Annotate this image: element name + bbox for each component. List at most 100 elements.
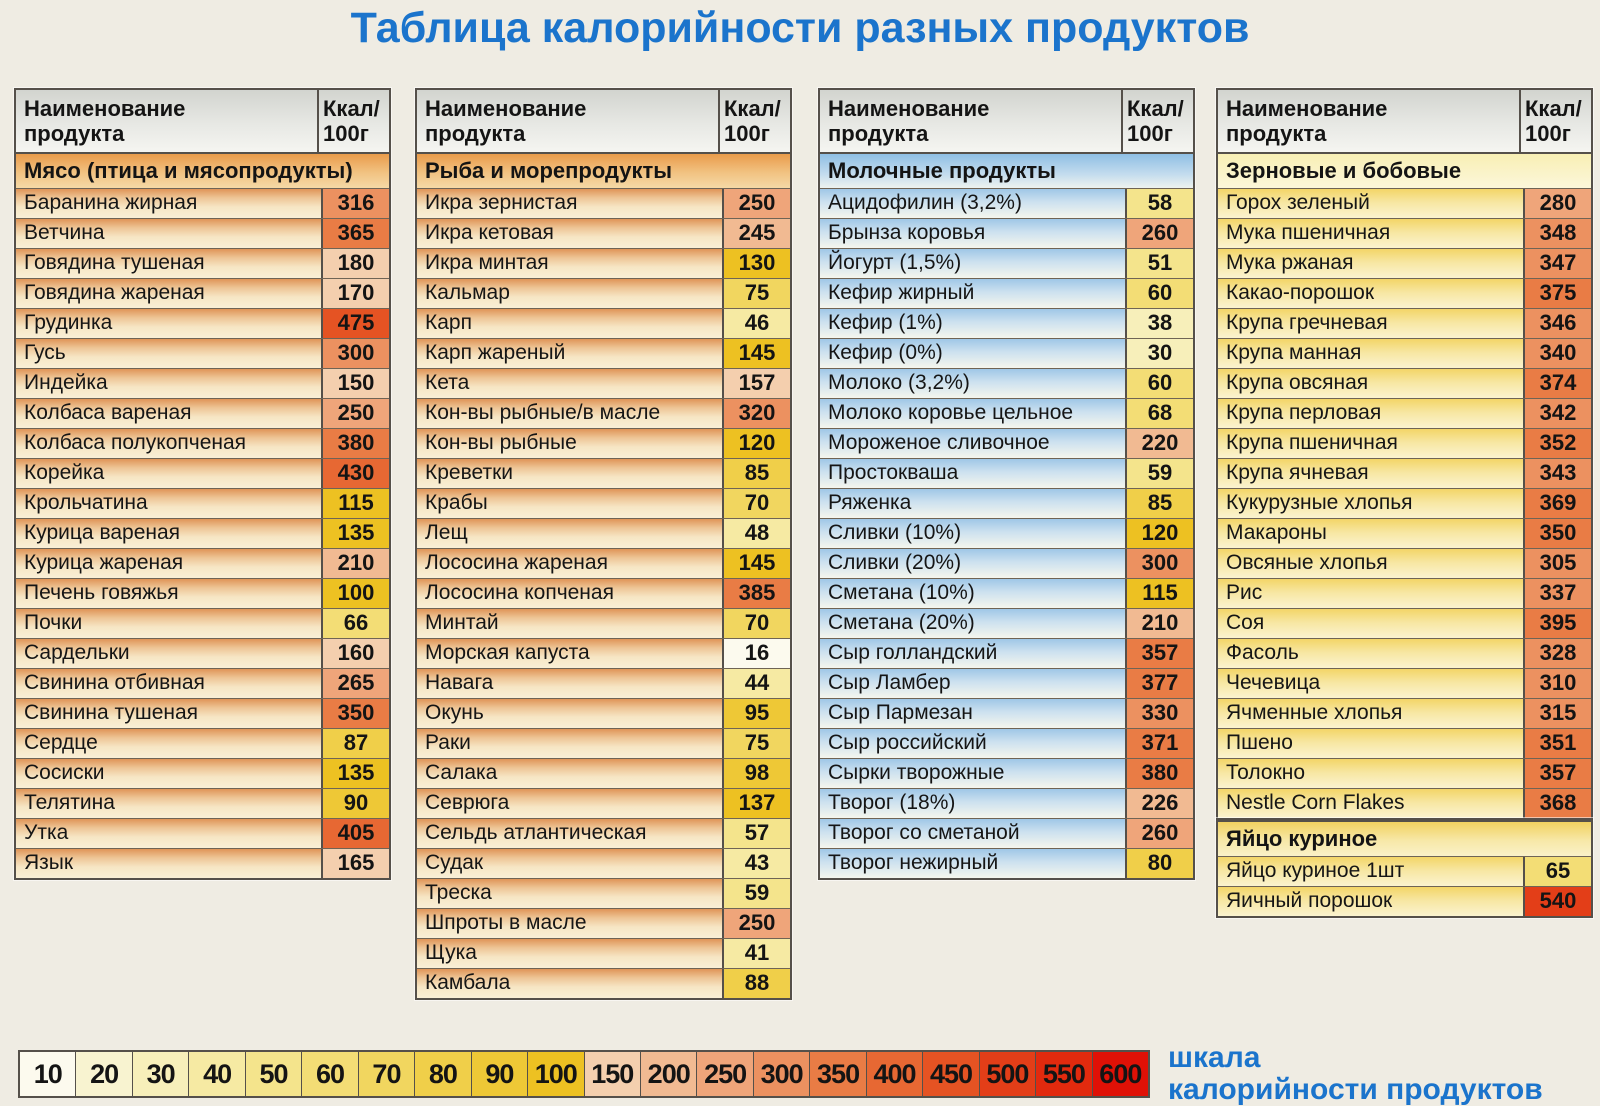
kcal-value: 260 (1125, 219, 1193, 248)
table-row: Сердце 87 (16, 728, 389, 758)
product-name: Раки (417, 729, 722, 758)
product-name: Лещ (417, 519, 722, 548)
kcal-value: 280 (1523, 189, 1591, 218)
product-name: Брынза коровья (820, 219, 1125, 248)
kcal-value: 250 (321, 399, 389, 428)
scale-label-line2: калорийности продуктов (1168, 1073, 1543, 1106)
table-row: Салака 98 (417, 758, 790, 788)
product-name: Щука (417, 939, 722, 968)
table-row: Гусь 300 (16, 338, 389, 368)
kcal-value: 430 (321, 459, 389, 488)
column-header-name: Наименование продукта (1218, 90, 1519, 152)
section-title: Рыба и морепродукты (417, 152, 790, 188)
product-name: Сыр голландский (820, 639, 1125, 668)
kcal-value: 245 (722, 219, 790, 248)
table-row: Крупа ячневая 343 (1218, 458, 1591, 488)
kcal-value: 348 (1523, 219, 1591, 248)
table-dairy: Наименование продукта Ккал/100г Молочные пр… (818, 88, 1195, 880)
product-name: Творог (18%) (820, 789, 1125, 818)
product-name: Сметана (20%) (820, 609, 1125, 638)
kcal-value: 260 (1125, 819, 1193, 848)
table-row: Язык 165 (16, 848, 389, 878)
product-name: Крольчатина (16, 489, 321, 518)
scale-label-line1: шкала (1168, 1041, 1261, 1074)
table-row: Крупа пшеничная 352 (1218, 428, 1591, 458)
table-row: Соя 395 (1218, 608, 1591, 638)
kcal-value: 250 (722, 189, 790, 218)
kcal-value: 374 (1523, 369, 1591, 398)
kcal-value: 347 (1523, 249, 1591, 278)
product-name: Яичный порошок (1218, 887, 1523, 916)
kcal-value: 145 (722, 549, 790, 578)
table-row: Камбала 88 (417, 968, 790, 998)
product-name: Икра зернистая (417, 189, 722, 218)
kcal-value: 210 (321, 549, 389, 578)
kcal-value: 320 (722, 399, 790, 428)
table-row: Сыр Ламбер 377 (820, 668, 1193, 698)
table-row: Лососина копченая 385 (417, 578, 790, 608)
table-row: Крупа овсяная 374 (1218, 368, 1591, 398)
kcal-value: 95 (722, 699, 790, 728)
column-header-kcal-line2: 100г (724, 121, 770, 146)
product-name: Минтай (417, 609, 722, 638)
table-row: Кефир (0%) 30 (820, 338, 1193, 368)
kcal-value: 100 (321, 579, 389, 608)
scale-cell: 600 (1091, 1052, 1149, 1096)
table-row: Севрюга 137 (417, 788, 790, 818)
table-meat: Наименование продукта Ккал/100г Мясо (птица… (14, 88, 391, 880)
table-row: Толокно 357 (1218, 758, 1591, 788)
table-row: Крупа перловая 342 (1218, 398, 1591, 428)
table-row: Икра зернистая 250 (417, 188, 790, 218)
product-name: Шпроты в масле (417, 909, 722, 938)
column-header-name-line2: продукта (24, 121, 125, 146)
product-name: Ветчина (16, 219, 321, 248)
table-row: Какао-порошок 375 (1218, 278, 1591, 308)
product-name: Икра кетовая (417, 219, 722, 248)
column-header: Наименование продукта Ккал/100г (820, 90, 1193, 152)
kcal-value: 346 (1523, 309, 1591, 338)
calorie-scale-bar: 10 20 30 40 50 60 70 80 90 100 150 200 250 300 350 400 4… (18, 1050, 1150, 1098)
product-name: Сметана (10%) (820, 579, 1125, 608)
kcal-value: 380 (321, 429, 389, 458)
table-row: Минтай 70 (417, 608, 790, 638)
product-name: Говядина тушеная (16, 249, 321, 278)
table-row: Шпроты в масле 250 (417, 908, 790, 938)
product-name: Молоко коровье цельное (820, 399, 1125, 428)
product-name: Утка (16, 819, 321, 848)
product-name: Курица жареная (16, 549, 321, 578)
table-row: Ячменные хлопья 315 (1218, 698, 1591, 728)
table-row: Овсяные хлопья 305 (1218, 548, 1591, 578)
kcal-value: 41 (722, 939, 790, 968)
scale-cell: 550 (1035, 1052, 1092, 1096)
table-row: Говядина тушеная 180 (16, 248, 389, 278)
kcal-value: 51 (1125, 249, 1193, 278)
product-name: Курица вареная (16, 519, 321, 548)
kcal-value: 220 (1125, 429, 1193, 458)
table-row: Кон-вы рыбные 120 (417, 428, 790, 458)
kcal-value: 68 (1125, 399, 1193, 428)
table-row: Колбаса полукопченая 380 (16, 428, 389, 458)
product-name: Творог нежирный (820, 849, 1125, 878)
kcal-value: 65 (1523, 857, 1591, 886)
product-name: Гусь (16, 339, 321, 368)
product-name: Пшено (1218, 729, 1523, 758)
column-header-name-line1: Наименование (425, 96, 587, 121)
table-row: Молоко коровье цельное 68 (820, 398, 1193, 428)
table-row: Навага 44 (417, 668, 790, 698)
product-name: Печень говяжья (16, 579, 321, 608)
product-name: Ячменные хлопья (1218, 699, 1523, 728)
column-header-kcal: Ккал/100г (1519, 90, 1591, 152)
product-name: Крупа гречневая (1218, 309, 1523, 338)
kcal-value: 165 (321, 849, 389, 878)
kcal-value: 365 (321, 219, 389, 248)
product-name: Почки (16, 609, 321, 638)
kcal-value: 157 (722, 369, 790, 398)
table-row: Икра минтая 130 (417, 248, 790, 278)
product-name: Свинина тушеная (16, 699, 321, 728)
section-title: Мясо (птица и мясопродукты) (16, 152, 389, 188)
kcal-value: 337 (1523, 579, 1591, 608)
table-row: Карп 46 (417, 308, 790, 338)
product-name: Сыр Ламбер (820, 669, 1125, 698)
table-row: Сырки творожные 380 (820, 758, 1193, 788)
table-row: Творог нежирный 80 (820, 848, 1193, 878)
